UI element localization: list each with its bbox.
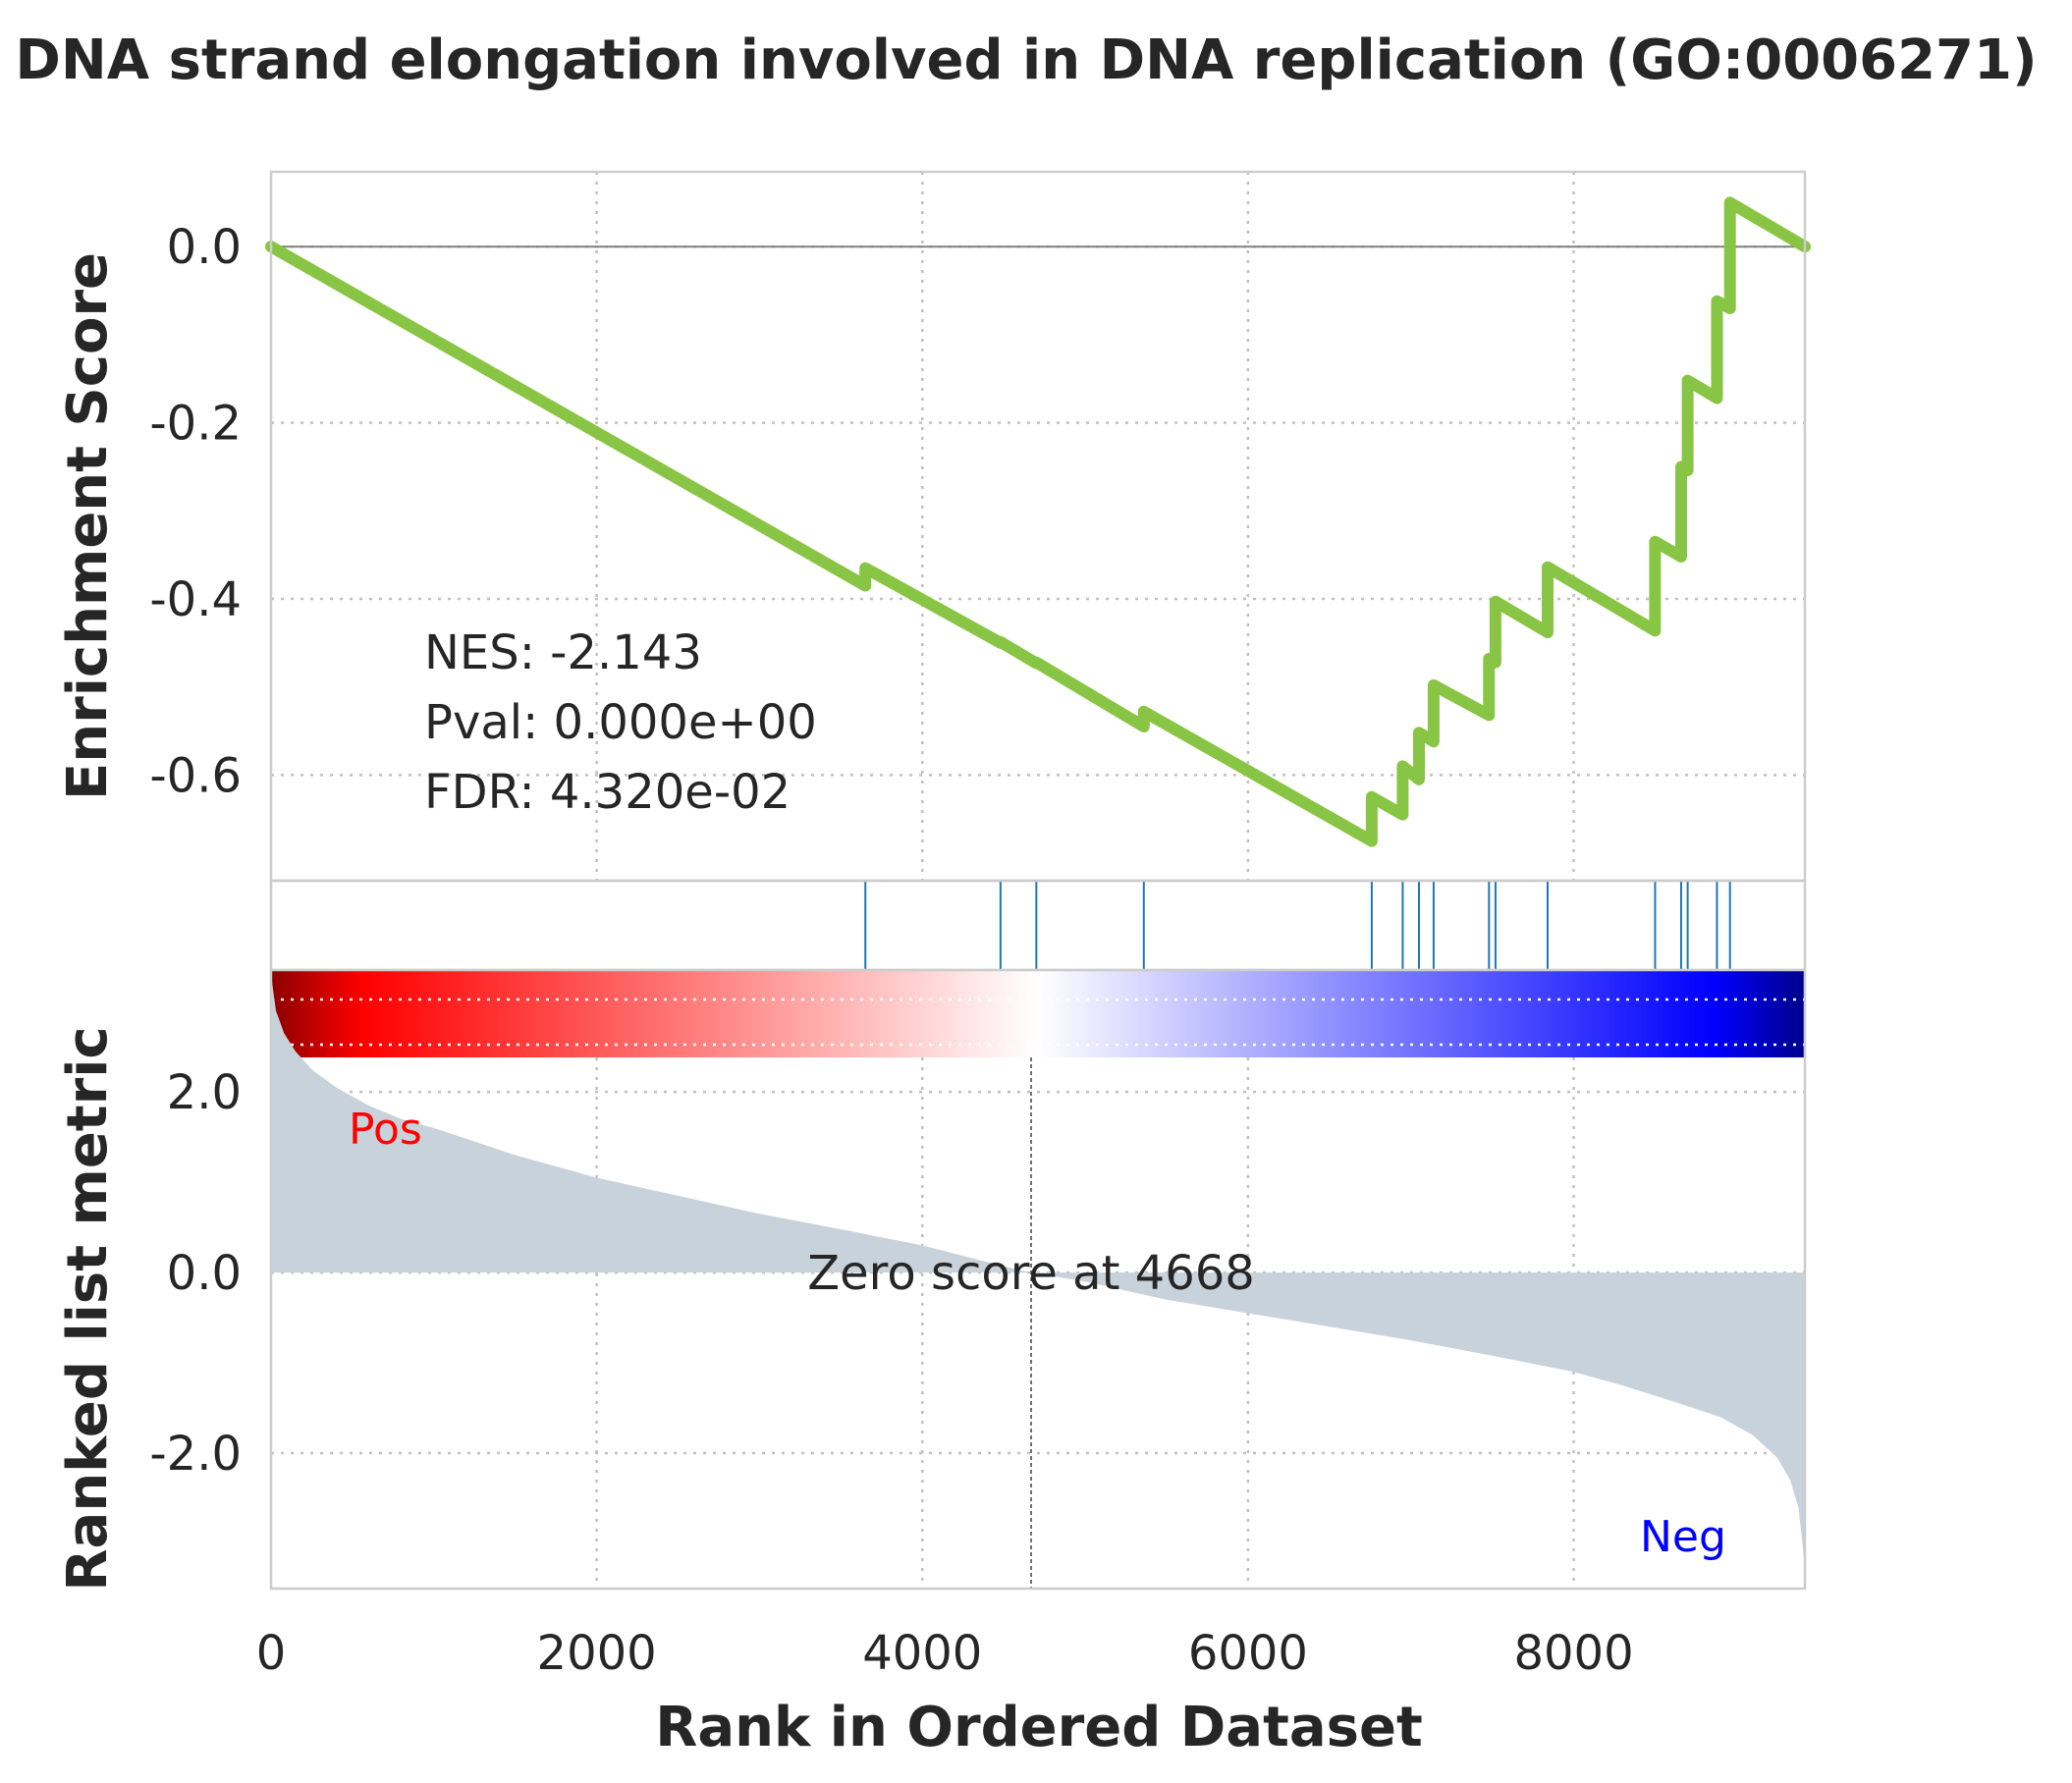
pval-stat: Pval: 0.000e+00 — [424, 695, 817, 750]
enrichment-score-line — [265, 196, 1811, 847]
hits-frame — [269, 879, 1807, 972]
zero-score-label: Zero score at 4668 — [807, 1246, 1255, 1301]
rm-ytick-label: 0.0 — [167, 1246, 242, 1301]
ranked-metric-y-axis-title: Ranked list metric — [56, 1026, 120, 1591]
pos-label: Pos — [349, 1105, 422, 1155]
rank-colorbar — [271, 970, 1805, 1057]
es-ytick-label: -0.4 — [149, 572, 242, 627]
enrichment-panel: 0.0 -0.2 -0.4 -0.6 NES: -2.143 Pval: 0.000e… — [56, 170, 1811, 883]
rm-ytick-label: 2.0 — [167, 1065, 242, 1120]
rm-ytick-label: -2.0 — [149, 1427, 242, 1482]
chart-title: DNA strand elongation involved in DNA re… — [15, 28, 2037, 92]
enrichment-y-axis-title: Enrichment Score — [56, 252, 120, 800]
x-tick-label: 2000 — [537, 1626, 657, 1681]
x-tick-label: 4000 — [862, 1626, 982, 1681]
fdr-stat: FDR: 4.320e-02 — [424, 765, 791, 820]
ranked-metric-frame — [269, 968, 1807, 1591]
x-axis-title: Rank in Ordered Dataset — [655, 1696, 1422, 1759]
x-tick-label: 0 — [256, 1626, 287, 1681]
neg-label: Neg — [1640, 1512, 1726, 1562]
ranked-metric-area — [271, 974, 1805, 1571]
x-tick-label: 8000 — [1513, 1626, 1633, 1681]
nes-stat: NES: -2.143 — [424, 625, 702, 680]
hits-panel — [269, 879, 1807, 972]
ranked-metric-panel: 2.0 0.0 -2.0 Zero score at 4668 Pos Neg Ra… — [56, 968, 1807, 1592]
es-ytick-label: -0.2 — [149, 397, 242, 452]
es-ytick-label: -0.6 — [149, 748, 242, 803]
es-ytick-label: 0.0 — [167, 220, 242, 275]
x-tick-label: 6000 — [1188, 1626, 1308, 1681]
